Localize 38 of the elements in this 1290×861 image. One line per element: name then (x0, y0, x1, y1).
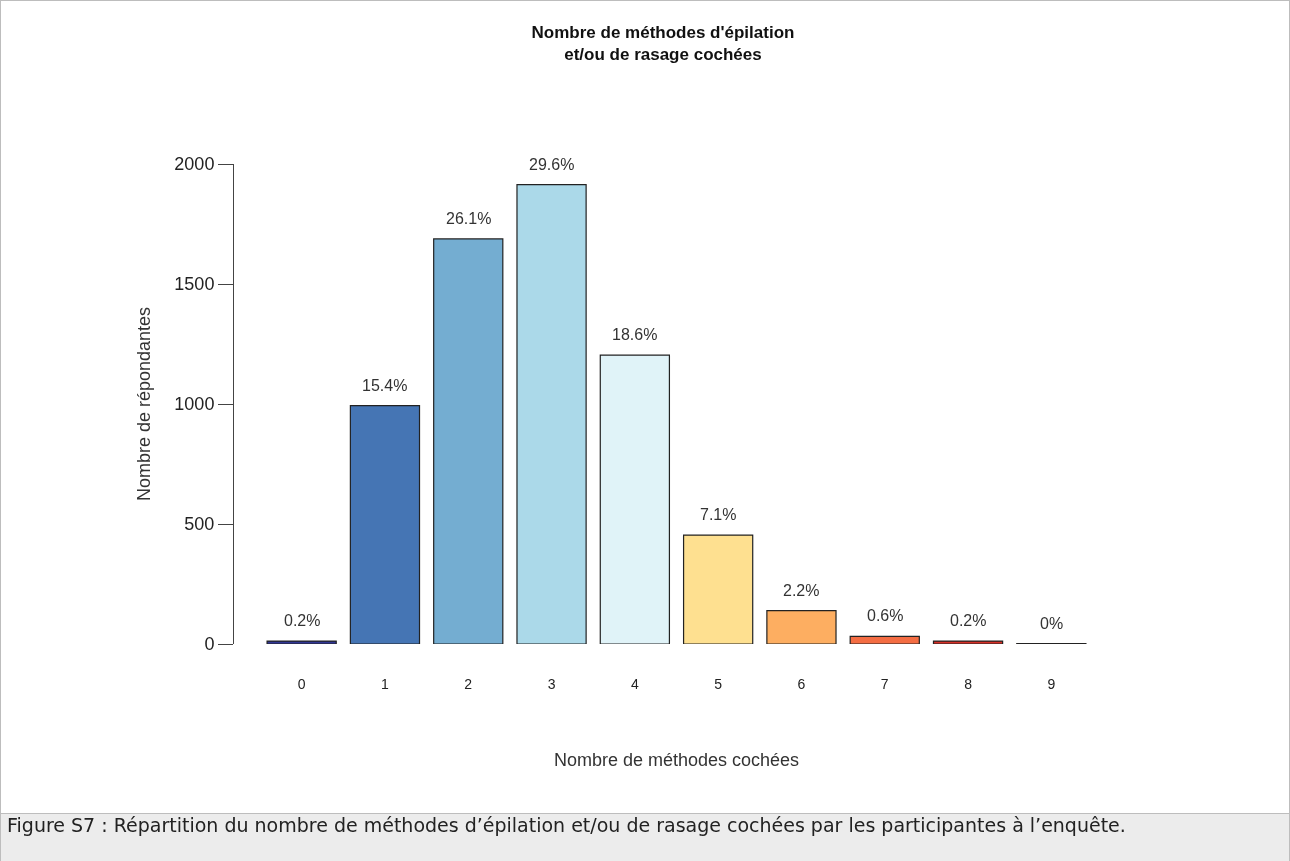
x-tick-label: 7 (880, 676, 889, 692)
chart-title: Nombre de méthodes d'épilation et/ou de rasage cochées (531, 22, 795, 64)
annotation: 0.6% (867, 607, 904, 624)
annotation: 2.2% (783, 582, 820, 599)
annotation: 18.6% (612, 326, 658, 343)
annotation: 0.2% (950, 612, 987, 629)
bar (433, 238, 504, 644)
x-axis-title: Nombre de méthodes cochées (553, 750, 800, 771)
x-tick-label: 8 (964, 676, 973, 692)
x-tick-label: 9 (1047, 676, 1056, 692)
y-tick-label: 0 (204, 634, 215, 655)
x-tick-label: 1 (381, 676, 390, 692)
annotation: 7.1% (700, 506, 737, 523)
annotation: 29.6% (529, 156, 575, 173)
y-tick-label: 1500 (174, 274, 215, 295)
y-tick-label: 2000 (174, 154, 215, 175)
annotation: 26.1% (446, 210, 492, 227)
x-tick-label: 0 (297, 676, 306, 692)
y-axis-title: Nombre de répondantes (133, 306, 154, 502)
bar (766, 610, 837, 644)
x-tick-label: 4 (630, 676, 639, 692)
x-tick-label: 3 (547, 676, 556, 692)
annotation: 0% (1040, 615, 1064, 632)
bar (849, 635, 920, 644)
y-tick-label: 500 (184, 514, 215, 535)
bar (599, 354, 671, 644)
bar (349, 405, 421, 644)
annotation: 0.2% (284, 612, 321, 629)
bar (516, 184, 587, 644)
bar (932, 640, 1004, 644)
x-tick-label: 6 (797, 676, 806, 692)
bar (266, 640, 337, 644)
annotation: 15.4% (362, 377, 408, 394)
caption: Figure S7 : Répartition du nombre de méthodes d’épilation et/ou de rasage cochées par les participantes à l’enquête. (1, 813, 1289, 861)
x-tick-label: 2 (464, 676, 473, 692)
bar (682, 534, 754, 644)
y-tick-label: 1000 (174, 394, 215, 415)
x-tick-label: 5 (714, 676, 723, 692)
